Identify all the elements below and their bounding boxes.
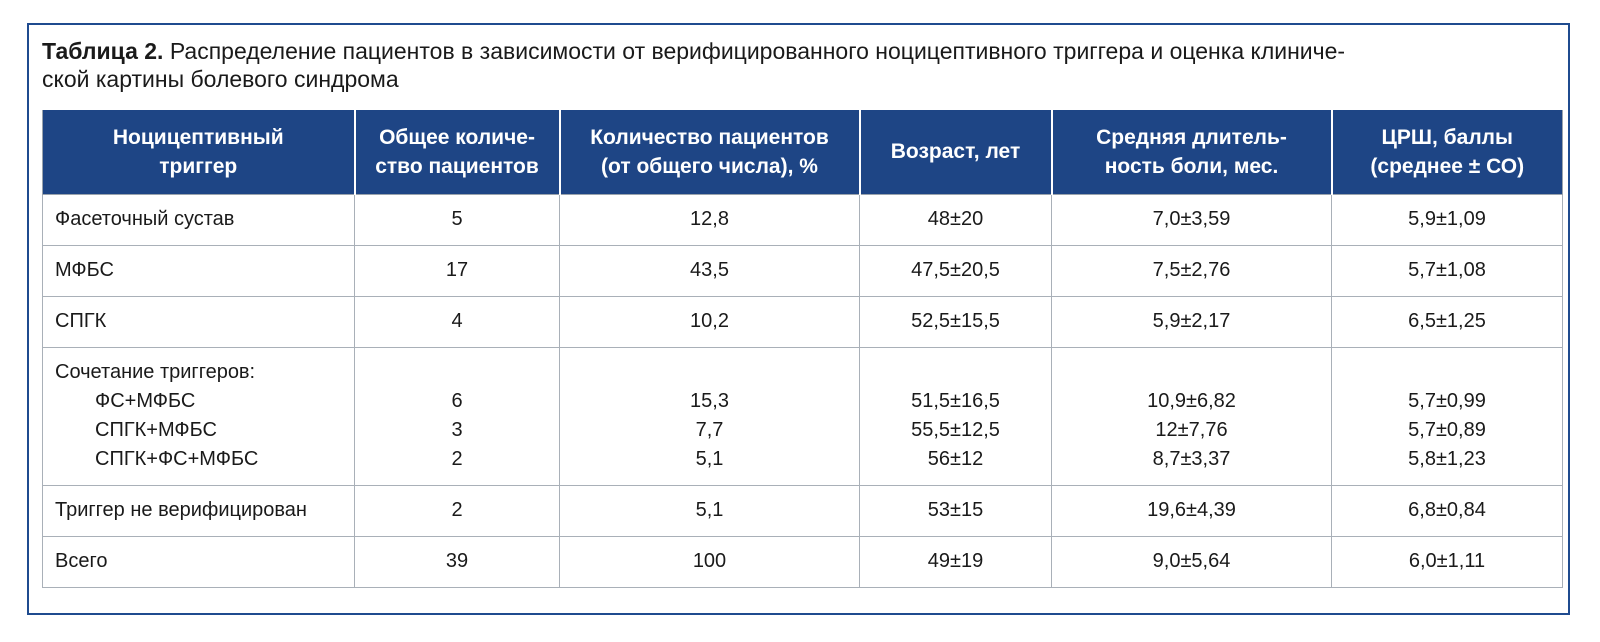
cell-crs-combination: 5,7±0,99 5,7±0,89 5,8±1,23 bbox=[1331, 346, 1563, 486]
cell-percent: 43,5 bbox=[559, 244, 860, 297]
combination-percent: 7,7 bbox=[695, 419, 724, 441]
combination-age: 51,5±16,5 bbox=[911, 390, 1000, 412]
cell-crs: 6,8±0,84 bbox=[1331, 484, 1563, 537]
table-frame: Таблица 2. Распределение пациентов в зав… bbox=[27, 23, 1570, 615]
cell-trigger-combination: Сочетание триггеров: ФС+МФБС СПГК+МФБС С… bbox=[42, 346, 355, 486]
cell-duration: 9,0±5,64 bbox=[1051, 535, 1332, 588]
header-total: Общее количе- ство пациентов bbox=[353, 110, 561, 195]
cell-age: 53±15 bbox=[859, 484, 1052, 537]
combination-crs: 5,8±1,23 bbox=[1408, 448, 1486, 470]
caption-text-line2: ской картины болевого синдрома bbox=[42, 66, 399, 92]
combination-total: 2 bbox=[451, 448, 463, 470]
combination-item-name: СПГК+МФБС bbox=[95, 419, 217, 441]
cell-total-combination: 6 3 2 bbox=[354, 346, 560, 486]
combination-row: Сочетание триггеров: ФС+МФБС СПГК+МФБС С… bbox=[42, 346, 1563, 486]
combination-item-name: ФС+МФБС bbox=[95, 390, 196, 412]
cell-percent: 12,8 bbox=[559, 193, 860, 246]
cell-total: 5 bbox=[354, 193, 560, 246]
table-row: Фасеточный сустав 5 12,8 48±20 7,0±3,59 … bbox=[42, 193, 1563, 246]
cell-duration: 19,6±4,39 bbox=[1051, 484, 1332, 537]
cell-duration: 7,0±3,59 bbox=[1051, 193, 1332, 246]
combination-crs: 5,7±0,99 bbox=[1408, 390, 1486, 412]
combination-percent: 5,1 bbox=[695, 448, 724, 470]
cell-age-combination: 51,5±16,5 55,5±12,5 56±12 bbox=[859, 346, 1052, 486]
combination-age: 55,5±12,5 bbox=[911, 419, 1000, 441]
cell-duration: 5,9±2,17 bbox=[1051, 295, 1332, 348]
cell-total: 4 bbox=[354, 295, 560, 348]
header-duration: Средняя длитель- ность боли, мес. bbox=[1050, 110, 1333, 195]
cell-trigger: Фасеточный сустав bbox=[42, 193, 355, 246]
cell-crs: 6,0±1,11 bbox=[1331, 535, 1563, 588]
table-row: МФБС 17 43,5 47,5±20,5 7,5±2,76 5,7±1,08 bbox=[42, 244, 1563, 297]
cell-trigger: СПГК bbox=[42, 295, 355, 348]
cell-age: 52,5±15,5 bbox=[859, 295, 1052, 348]
cell-trigger: Триггер не верифицирован bbox=[42, 484, 355, 537]
cell-percent: 5,1 bbox=[559, 484, 860, 537]
cell-age: 47,5±20,5 bbox=[859, 244, 1052, 297]
cell-total: 2 bbox=[354, 484, 560, 537]
cell-duration: 7,5±2,76 bbox=[1051, 244, 1332, 297]
combination-duration: 12±7,76 bbox=[1155, 419, 1228, 441]
cell-total: 39 bbox=[354, 535, 560, 588]
combination-title: Сочетание триггеров: bbox=[55, 361, 256, 383]
combination-duration: 10,9±6,82 bbox=[1147, 390, 1236, 412]
header-trigger: Ноцицептивный триггер bbox=[42, 110, 356, 195]
table-caption: Таблица 2. Распределение пациентов в зав… bbox=[42, 37, 1562, 93]
cell-percent-combination: 15,3 7,7 5,1 bbox=[559, 346, 860, 486]
combination-age: 56±12 bbox=[927, 448, 984, 470]
cell-total: 17 bbox=[354, 244, 560, 297]
header-age: Возраст, лет bbox=[858, 110, 1053, 195]
cell-crs: 6,5±1,25 bbox=[1331, 295, 1563, 348]
cell-crs: 5,7±1,08 bbox=[1331, 244, 1563, 297]
cell-duration-combination: 10,9±6,82 12±7,76 8,7±3,37 bbox=[1051, 346, 1332, 486]
combination-percent: 15,3 bbox=[690, 390, 729, 412]
cell-percent: 100 bbox=[559, 535, 860, 588]
combination-total: 6 bbox=[451, 390, 463, 412]
combination-duration: 8,7±3,37 bbox=[1152, 448, 1231, 470]
cell-percent: 10,2 bbox=[559, 295, 860, 348]
cell-trigger: Всего bbox=[42, 535, 355, 588]
cell-trigger: МФБС bbox=[42, 244, 355, 297]
caption-text: Распределение пациентов в зависимости от… bbox=[163, 38, 1346, 64]
patients-table: Ноцицептивный триггер Общее количе- ство… bbox=[42, 110, 1563, 588]
header-row: Ноцицептивный триггер Общее количе- ство… bbox=[42, 110, 1563, 195]
cell-age: 49±19 bbox=[859, 535, 1052, 588]
header-percent: Количество пациентов (от общего числа), … bbox=[558, 110, 861, 195]
combination-total: 3 bbox=[451, 419, 463, 441]
table-row: Триггер не верифицирован 2 5,1 53±15 19,… bbox=[42, 484, 1563, 537]
cell-crs: 5,9±1,09 bbox=[1331, 193, 1563, 246]
combination-crs: 5,7±0,89 bbox=[1408, 419, 1486, 441]
header-crs: ЦРШ, баллы (среднее ± СО) bbox=[1330, 110, 1563, 195]
caption-label: Таблица 2. bbox=[42, 38, 164, 64]
cell-age: 48±20 bbox=[859, 193, 1052, 246]
table-row-total: Всего 39 100 49±19 9,0±5,64 6,0±1,11 bbox=[42, 535, 1563, 588]
table-row: СПГК 4 10,2 52,5±15,5 5,9±2,17 6,5±1,25 bbox=[42, 295, 1563, 348]
combination-item-name: СПГК+ФС+МФБС bbox=[95, 448, 259, 470]
